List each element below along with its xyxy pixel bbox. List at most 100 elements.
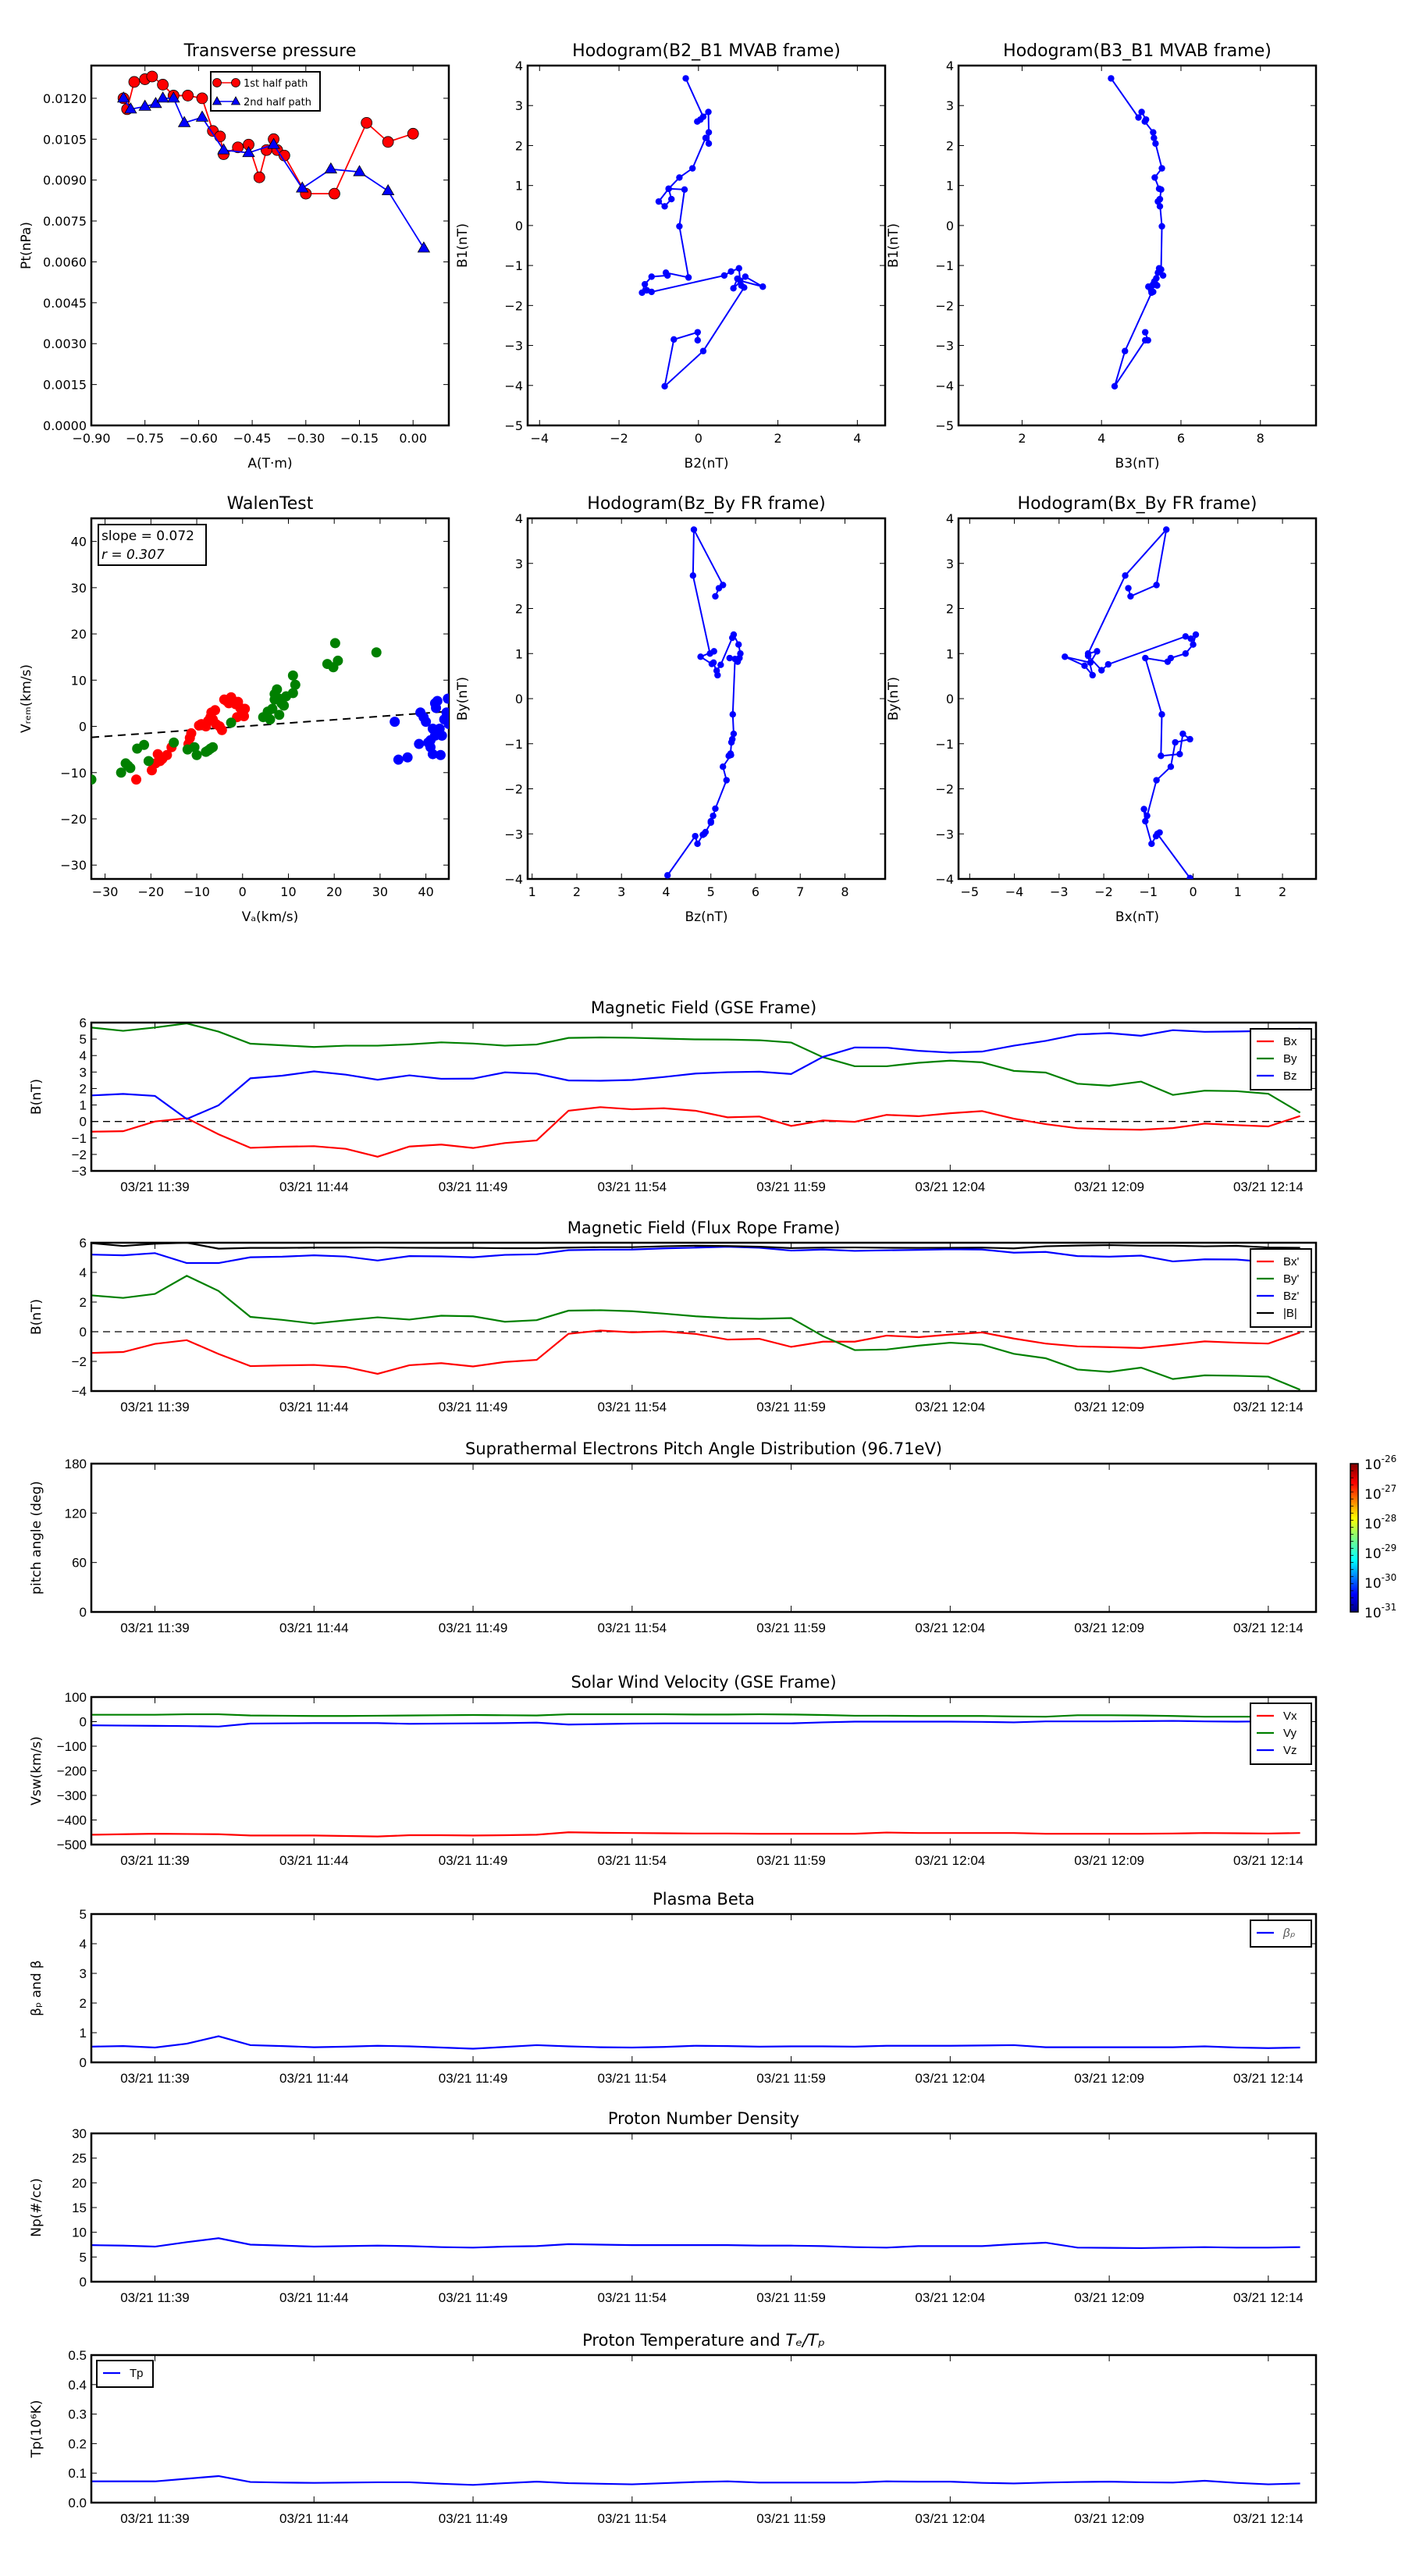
data-point xyxy=(1172,738,1179,746)
data-point xyxy=(1062,653,1069,660)
x-tick-label: 03/21 11:39 xyxy=(120,2290,190,2305)
plot-frame xyxy=(957,517,1318,881)
y-tick-label: 0.0 xyxy=(68,2496,87,2510)
legend-label: By' xyxy=(1283,1272,1300,1286)
y-tick-label: 3 xyxy=(80,1065,87,1080)
data-point xyxy=(1144,812,1151,820)
chart-transverse-pressure: Transverse pressure−0.90 −0.75 −0.60 −0.45−… xyxy=(19,41,450,471)
x-tick-label: 03/21 11:59 xyxy=(756,2071,826,2086)
plot-area xyxy=(663,526,744,879)
data-point xyxy=(730,285,737,292)
legend-label: Tp xyxy=(130,2367,144,2380)
data-point xyxy=(694,118,701,125)
x-tick-label: 03/21 11:39 xyxy=(120,1179,190,1194)
chart-title: Hodogram(Bx_By FR frame) xyxy=(1018,494,1257,514)
hodogram-line xyxy=(667,528,742,876)
series-line-By xyxy=(91,1275,1301,1391)
data-point-blue xyxy=(436,730,447,741)
plot-frame xyxy=(90,1462,1318,1614)
data-point xyxy=(417,241,431,253)
x-tick-label: 7 xyxy=(796,884,804,899)
data-point xyxy=(195,110,209,122)
data-point xyxy=(685,274,692,281)
x-tick-label: 1 xyxy=(1234,884,1242,899)
legend-label: Bz' xyxy=(1283,1290,1300,1303)
x-tick-label: 3 xyxy=(617,884,625,899)
plot-frame xyxy=(90,1241,1318,1393)
series-line-Bz xyxy=(91,1027,1300,1120)
data-point xyxy=(661,203,668,210)
data-point-green xyxy=(226,717,237,728)
tick-exponent: -30 xyxy=(1382,1572,1397,1583)
x-tick-label: 03/21 12:04 xyxy=(915,1853,985,1868)
y-tick-label: 5 xyxy=(80,1032,87,1047)
x-tick-label: −30 xyxy=(92,884,119,899)
tick-exponent: -31 xyxy=(1382,1602,1397,1613)
data-point xyxy=(267,137,280,149)
x-tick-label: 2 xyxy=(1279,884,1286,899)
y-axis-label: By(nT) xyxy=(886,677,902,720)
y-axis-label: βₚ and β xyxy=(29,1960,44,2016)
y-axis-label: Vᵣₑₘ(km/s) xyxy=(19,664,34,733)
data-point-green xyxy=(143,756,154,767)
x-tick-label: 03/21 12:09 xyxy=(1074,1400,1144,1414)
y-tick-label: −1 xyxy=(935,737,954,752)
data-point xyxy=(1081,662,1088,670)
data-point xyxy=(1186,735,1193,743)
y-tick-label: 0 xyxy=(515,219,523,233)
x-tick-label: −2 xyxy=(610,431,628,446)
x-axis-label: Vₐ(km/s) xyxy=(242,909,299,925)
data-point xyxy=(717,661,724,668)
annotation-frame xyxy=(98,524,207,566)
data-point xyxy=(719,763,727,770)
data-point-green xyxy=(169,737,180,748)
data-point xyxy=(296,181,309,193)
y-tick-label: −3 xyxy=(504,339,523,354)
data-point xyxy=(1138,109,1145,116)
data-point xyxy=(1190,641,1197,648)
x-tick-label: −20 xyxy=(137,884,164,899)
legend: Bx' By' Bz' |B| xyxy=(1250,1248,1312,1328)
data-point xyxy=(1186,874,1193,879)
y-tick-label: 3 xyxy=(515,98,523,113)
legend: 1st half path 2nd half path xyxy=(210,71,321,112)
x-axis-label: Bx(nT) xyxy=(1115,909,1159,925)
colorbar-tick-label: 10-29 xyxy=(1364,1542,1396,1562)
data-point xyxy=(1158,711,1165,718)
data-point xyxy=(713,667,720,674)
legend-label: Bx xyxy=(1283,1035,1297,1048)
data-point xyxy=(1084,652,1092,660)
y-tick-label: 30 xyxy=(71,581,87,596)
x-tick-label: 03/21 11:49 xyxy=(439,2511,508,2526)
y-tick-label: −100 xyxy=(57,1739,87,1754)
x-tick-label: 03/21 11:39 xyxy=(120,1621,190,1635)
data-point-red xyxy=(131,774,142,785)
y-tick-label: 60 xyxy=(72,1556,87,1571)
chart-title: Transverse pressure xyxy=(183,41,357,61)
chart-hodogram-b3-b1: Hodogram(B3_B1 MVAB frame) 2 4 6 8 −5 −4 −3 −2 −1… xyxy=(886,41,1318,471)
data-point xyxy=(1108,75,1115,82)
y-tick-label: −3 xyxy=(72,1164,87,1179)
data-point-red xyxy=(186,728,197,738)
data-point xyxy=(727,751,735,759)
series-line-B xyxy=(91,1243,1300,1250)
x-tick-label: −1 xyxy=(1140,884,1158,899)
y-tick-label: 2 xyxy=(80,1295,87,1310)
y-tick-label: 0.0030 xyxy=(43,336,87,351)
plot-frame xyxy=(90,1021,1318,1172)
data-point-green xyxy=(333,655,343,666)
data-point xyxy=(1158,165,1165,172)
y-tick-label: −2 xyxy=(72,1147,87,1162)
x-tick-label: −10 xyxy=(183,884,210,899)
data-point-green xyxy=(139,739,150,750)
series-line xyxy=(123,98,425,249)
x-tick-label: 03/21 11:44 xyxy=(279,1179,349,1194)
y-tick-label: 1 xyxy=(946,646,954,661)
y-tick-label: 0 xyxy=(80,1115,87,1130)
data-point xyxy=(720,272,728,279)
x-tick-label: 03/21 11:44 xyxy=(279,1621,349,1635)
x-axis-label: B3(nT) xyxy=(1115,456,1160,471)
x-tick-label: 03/21 11:59 xyxy=(756,2290,826,2305)
data-point xyxy=(1125,585,1132,592)
data-point xyxy=(1153,777,1160,784)
